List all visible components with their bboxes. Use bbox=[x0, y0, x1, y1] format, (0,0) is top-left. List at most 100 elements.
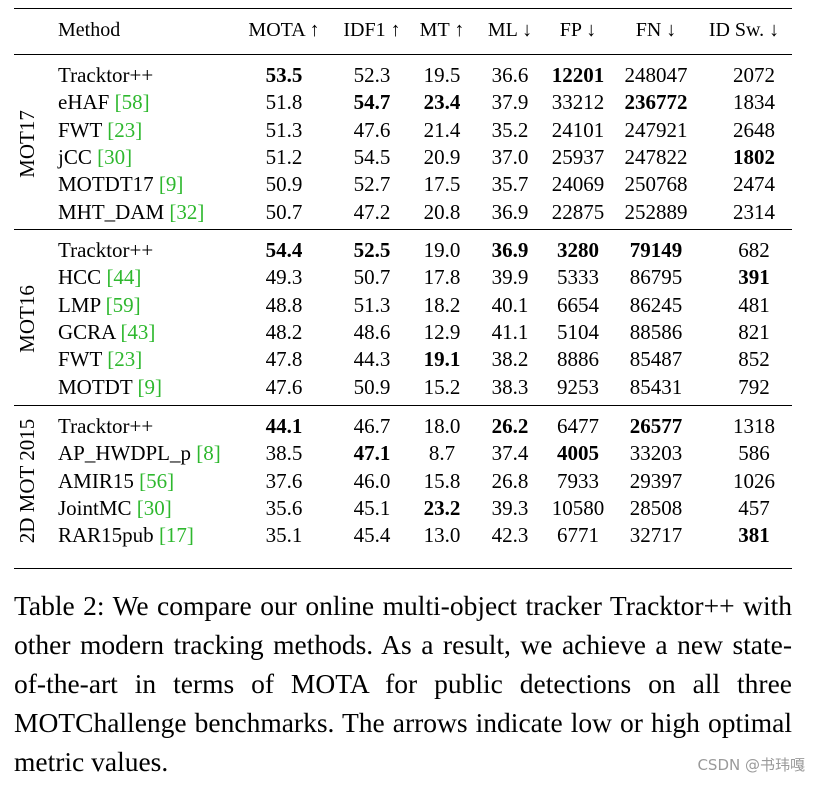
table-row: Tracktor++ 44.1 46.7 18.0 26.2 6477 26577 1318 bbox=[14, 413, 800, 440]
mt-cell: 8.7 bbox=[428, 441, 456, 466]
fp-cell: 3280 bbox=[557, 238, 599, 262]
id-switches-cell: 586 bbox=[738, 441, 770, 466]
idf1-cell: 50.7 bbox=[353, 265, 391, 290]
group-separator-rule bbox=[14, 229, 792, 230]
id-switches-cell: 481 bbox=[738, 292, 770, 317]
ml-cell: 42.3 bbox=[491, 523, 529, 548]
citation-link[interactable]: [9] bbox=[137, 374, 163, 399]
fn-cell: 247822 bbox=[624, 144, 688, 169]
method-cell: MHT_DAM [32] bbox=[58, 199, 204, 226]
mota-cell: 51.8 bbox=[265, 90, 303, 115]
id-switches-cell: 2314 bbox=[733, 199, 775, 224]
citation-link[interactable]: [23] bbox=[107, 117, 143, 142]
table-row: LMP [59] 48.8 51.3 18.2 40.1 6654 86245 481 bbox=[14, 292, 800, 319]
fp-cell: 7933 bbox=[557, 468, 599, 493]
citation-link[interactable]: [32] bbox=[169, 199, 205, 224]
method-cell: RAR15pub [17] bbox=[58, 522, 194, 549]
ml-cell: 39.3 bbox=[491, 495, 529, 520]
ml-cell: 37.4 bbox=[491, 441, 529, 466]
header-id-switches: ID Sw. ↓ bbox=[708, 19, 780, 41]
header-mt: MT ↑ bbox=[419, 19, 465, 41]
fn-cell: 248047 bbox=[624, 63, 688, 87]
ml-cell: 41.1 bbox=[491, 319, 529, 344]
citation-link[interactable]: [43] bbox=[120, 319, 156, 344]
fp-cell: 10580 bbox=[551, 495, 605, 520]
citation-link[interactable]: [30] bbox=[136, 495, 172, 520]
mota-cell: 47.6 bbox=[265, 374, 303, 399]
id-switches-cell: 381 bbox=[738, 523, 770, 548]
table-row: eHAF [58] 51.8 54.7 23.4 37.9 33212 236772 1834 bbox=[14, 89, 800, 116]
idf1-cell: 46.7 bbox=[353, 414, 391, 438]
table-row: AMIR15 [56] 37.6 46.0 15.8 26.8 7933 29397 1026 bbox=[14, 468, 800, 495]
citation-link[interactable]: [44] bbox=[106, 265, 142, 290]
method-cell: AMIR15 [56] bbox=[58, 468, 174, 495]
citation-link[interactable]: [23] bbox=[107, 347, 143, 372]
watermark: CSDN @书玮嘎 bbox=[697, 756, 805, 774]
mt-cell: 17.8 bbox=[423, 265, 461, 290]
fp-cell: 33212 bbox=[551, 90, 605, 115]
method-cell: eHAF [58] bbox=[58, 89, 150, 116]
fp-cell: 25937 bbox=[551, 144, 605, 169]
fp-cell: 8886 bbox=[557, 347, 599, 372]
idf1-cell: 52.3 bbox=[353, 63, 391, 87]
mota-cell: 48.8 bbox=[265, 292, 303, 317]
mota-cell: 50.9 bbox=[265, 172, 303, 197]
method-cell: Tracktor++ bbox=[58, 62, 153, 89]
id-switches-cell: 1026 bbox=[733, 468, 775, 493]
fp-cell: 22875 bbox=[551, 199, 605, 224]
method-name: MHT_DAM bbox=[58, 199, 170, 224]
table-row: MOTDT17 [9] 50.9 52.7 17.5 35.7 24069 250768 24… bbox=[14, 171, 800, 198]
citation-link[interactable]: [30] bbox=[97, 144, 133, 169]
id-switches-cell: 457 bbox=[738, 495, 770, 520]
fn-cell: 85431 bbox=[629, 374, 683, 399]
fn-cell: 88586 bbox=[629, 319, 683, 344]
fn-cell: 85487 bbox=[629, 347, 683, 372]
idf1-cell: 52.5 bbox=[353, 238, 391, 262]
id-switches-cell: 682 bbox=[738, 238, 770, 262]
fp-cell: 24101 bbox=[551, 117, 605, 142]
mt-cell: 19.1 bbox=[423, 347, 461, 372]
mt-cell: 18.0 bbox=[423, 414, 461, 438]
idf1-cell: 45.1 bbox=[353, 495, 391, 520]
method-name: FWT bbox=[58, 347, 108, 372]
method-cell: HCC [44] bbox=[58, 264, 141, 291]
mt-cell: 20.8 bbox=[423, 199, 461, 224]
fn-cell: 28508 bbox=[629, 495, 683, 520]
fp-cell: 12201 bbox=[551, 63, 605, 87]
mt-cell: 13.0 bbox=[423, 523, 461, 548]
method-cell: FWT [23] bbox=[58, 346, 142, 373]
header-rule bbox=[14, 54, 792, 55]
citation-link[interactable]: [8] bbox=[196, 441, 221, 466]
table-row: HCC [44] 49.3 50.7 17.8 39.9 5333 86795 391 bbox=[14, 264, 800, 291]
mota-cell: 51.3 bbox=[265, 117, 303, 142]
fn-cell: 86245 bbox=[629, 292, 683, 317]
method-name: HCC bbox=[58, 265, 107, 290]
citation-link[interactable]: [59] bbox=[105, 292, 141, 317]
fp-cell: 5333 bbox=[557, 265, 599, 290]
idf1-cell: 45.4 bbox=[353, 523, 391, 548]
method-name: GCRA bbox=[58, 319, 121, 344]
mt-cell: 15.8 bbox=[423, 468, 461, 493]
mt-cell: 21.4 bbox=[423, 117, 461, 142]
table-row: RAR15pub [17] 35.1 45.4 13.0 42.3 6771 32717 38… bbox=[14, 522, 800, 549]
header-fp: FP ↓ bbox=[559, 19, 597, 41]
idf1-cell: 50.9 bbox=[353, 374, 391, 399]
citation-link[interactable]: [9] bbox=[158, 172, 184, 197]
ml-cell: 26.2 bbox=[491, 414, 529, 438]
ml-cell: 36.9 bbox=[491, 238, 529, 262]
citation-link[interactable]: [58] bbox=[114, 90, 150, 115]
id-switches-cell: 1834 bbox=[733, 90, 775, 115]
idf1-cell: 47.6 bbox=[353, 117, 391, 142]
table-row: GCRA [43] 48.2 48.6 12.9 41.1 5104 88586 821 bbox=[14, 319, 800, 346]
header-ml: ML ↓ bbox=[487, 19, 533, 41]
fn-cell: 250768 bbox=[624, 172, 688, 197]
citation-link[interactable]: [56] bbox=[139, 468, 175, 493]
citation-link[interactable]: [17] bbox=[158, 523, 194, 548]
id-switches-cell: 2648 bbox=[733, 117, 775, 142]
mt-cell: 19.5 bbox=[423, 63, 461, 87]
table-row: jCC [30] 51.2 54.5 20.9 37.0 25937 247822 1802 bbox=[14, 144, 800, 171]
benchmark-group-label: 2D MOT 2015 bbox=[15, 419, 39, 544]
ml-cell: 37.9 bbox=[491, 90, 529, 115]
mota-cell: 54.4 bbox=[265, 238, 303, 262]
method-name: JointMC bbox=[58, 495, 137, 520]
